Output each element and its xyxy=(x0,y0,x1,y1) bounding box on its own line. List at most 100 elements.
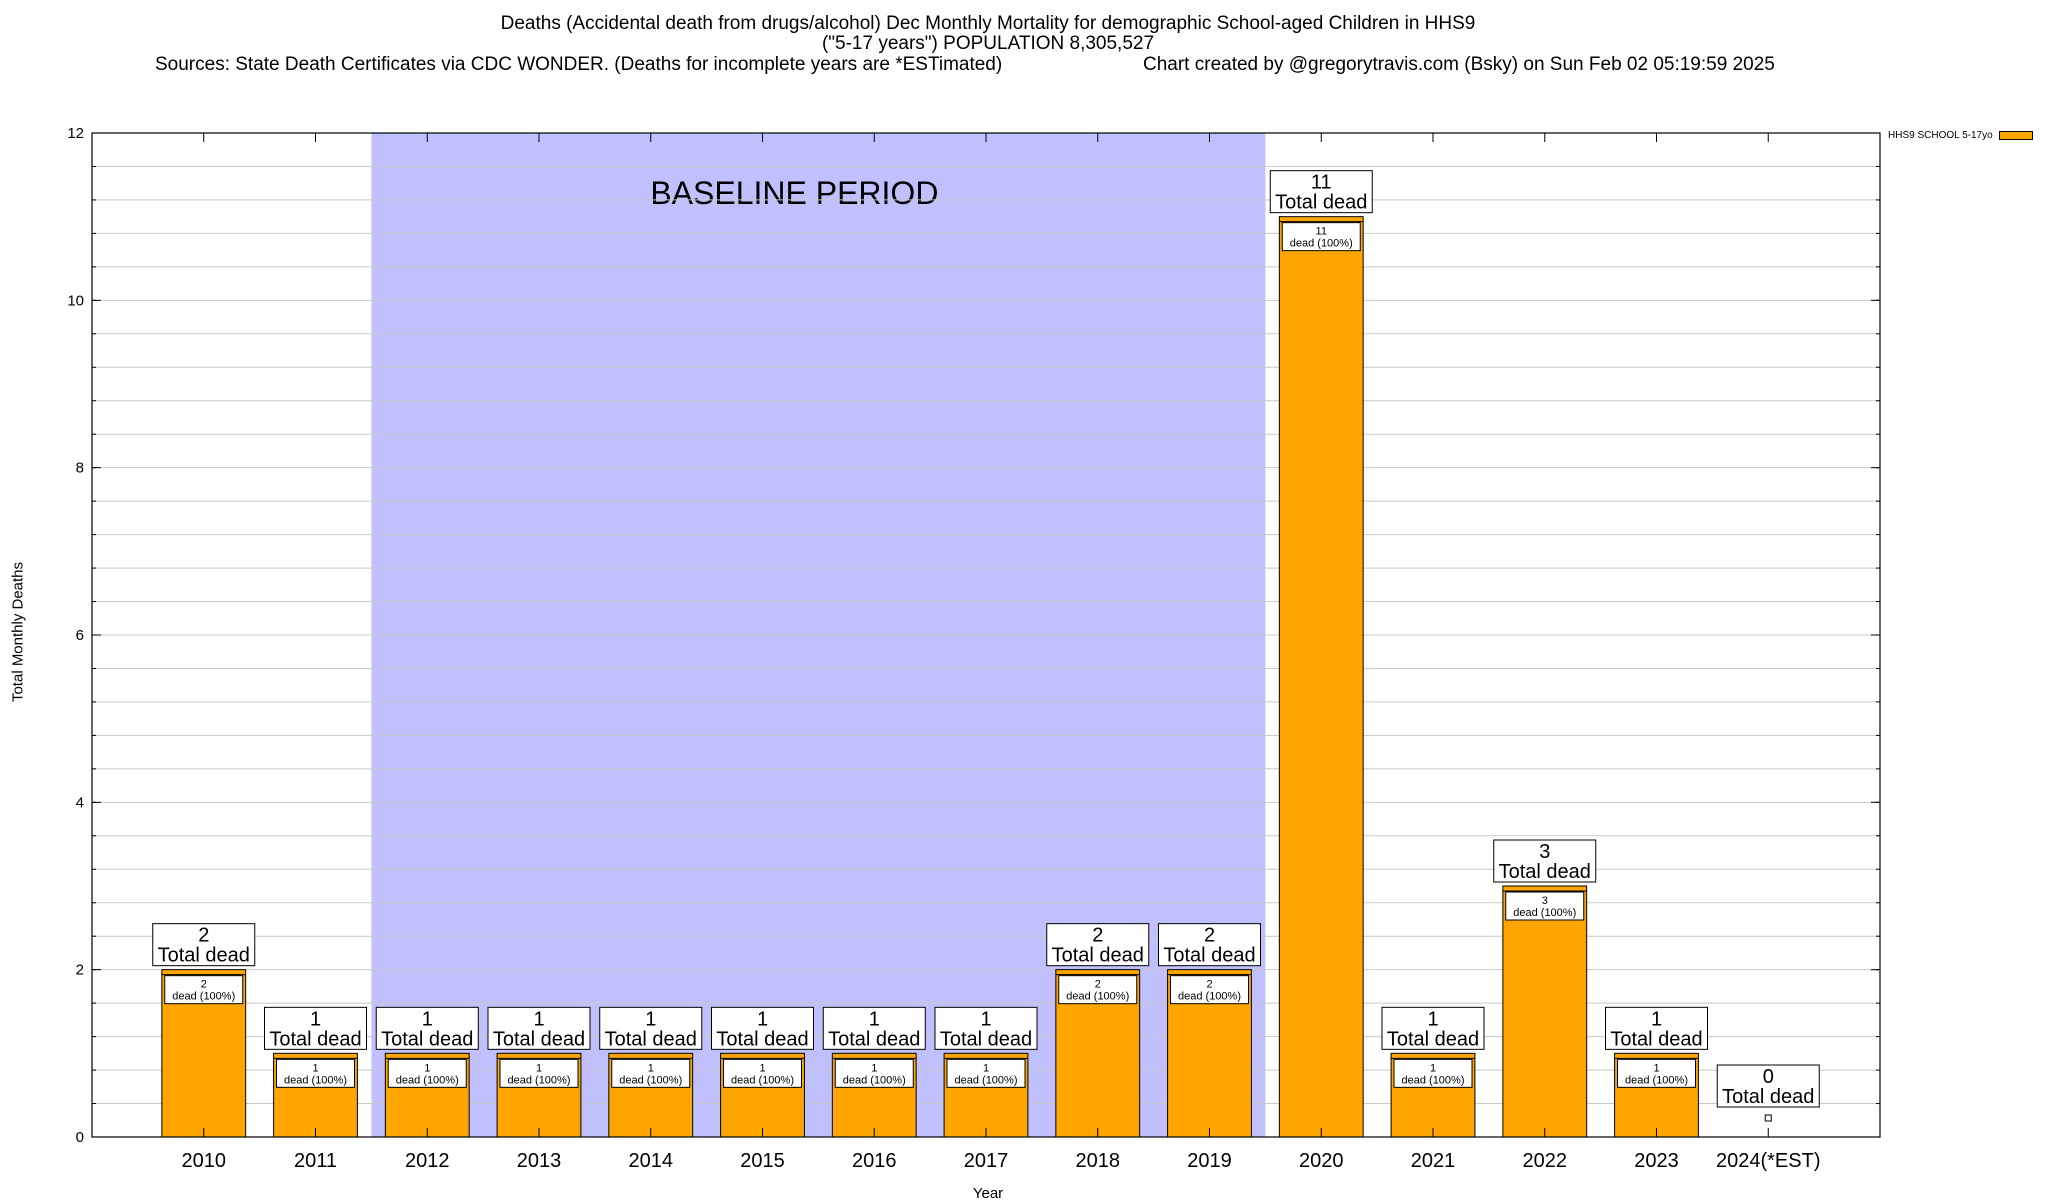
x-tick-label: 2021 xyxy=(1411,1150,1456,1172)
bar xyxy=(943,1052,1029,1138)
y-tick-label: 8 xyxy=(76,460,84,477)
inner-label-count: 3 xyxy=(1542,895,1548,907)
total-label-count: 11 xyxy=(1311,172,1332,194)
x-tick-label: 2019 xyxy=(1187,1150,1232,1172)
total-label-count: 1 xyxy=(533,1008,544,1030)
total-label-count: 1 xyxy=(869,1008,880,1030)
inner-label-text: dead (100%) xyxy=(1402,1074,1465,1086)
inner-label-count: 1 xyxy=(312,1062,318,1074)
total-label-box xyxy=(487,1006,591,1050)
total-label-count: 1 xyxy=(980,1008,991,1030)
total-label-count: 2 xyxy=(1092,925,1103,947)
legend: HHS9 SCHOOL 5-17yo xyxy=(1888,130,2033,141)
total-label-box xyxy=(599,1006,703,1050)
total-label-box xyxy=(264,1006,367,1050)
total-label-text: Total dead xyxy=(1275,192,1367,214)
total-label-box xyxy=(1716,1064,1820,1108)
total-label-text: Total dead xyxy=(1163,945,1255,967)
total-label-box xyxy=(1605,1006,1708,1050)
y-tick-label: 6 xyxy=(76,627,84,644)
inner-label-box xyxy=(723,1058,802,1088)
inner-label-box xyxy=(1617,1058,1696,1088)
bar xyxy=(1502,885,1588,1138)
inner-label-box xyxy=(1058,975,1138,1005)
total-label-box xyxy=(375,1006,479,1050)
total-label-text: Total dead xyxy=(269,1028,361,1050)
bar xyxy=(1390,1052,1476,1138)
x-tick-label: 2020 xyxy=(1299,1150,1344,1172)
bar xyxy=(1167,969,1252,1138)
bar xyxy=(1614,1052,1699,1138)
inner-label-box xyxy=(164,975,244,1005)
bar-zero-marker xyxy=(1764,1114,1772,1122)
inner-label-text: dead (100%) xyxy=(1625,1074,1688,1086)
inner-label-box xyxy=(1393,1058,1473,1088)
bar xyxy=(496,1052,582,1138)
y-tick-label: 12 xyxy=(67,125,84,142)
total-label-box xyxy=(1381,1006,1485,1050)
total-label-box xyxy=(1493,839,1597,883)
inner-label-box xyxy=(834,1058,914,1088)
bar xyxy=(608,1052,694,1138)
bar xyxy=(273,1052,358,1138)
inner-label-text: dead (100%) xyxy=(843,1074,906,1086)
inner-label-text: dead (100%) xyxy=(1513,907,1576,919)
total-label-box xyxy=(934,1006,1038,1050)
inner-label-box xyxy=(499,1058,579,1088)
x-tick-label: 2010 xyxy=(182,1150,227,1172)
total-label-count: 1 xyxy=(1651,1008,1662,1030)
inner-label-count: 11 xyxy=(1316,226,1327,238)
inner-label-count: 1 xyxy=(536,1062,542,1074)
bar xyxy=(831,1052,917,1138)
total-label-count: 3 xyxy=(1539,841,1550,863)
inner-label-count: 1 xyxy=(1653,1062,1659,1074)
inner-label-box xyxy=(387,1058,467,1088)
total-label-count: 2 xyxy=(1204,925,1215,947)
total-label-text: Total dead xyxy=(381,1028,473,1050)
total-label-box xyxy=(1046,923,1150,967)
legend-label: HHS9 SCHOOL 5-17yo xyxy=(1888,130,1993,141)
title-line-1: Deaths (Accidental death from drugs/alco… xyxy=(500,13,1476,34)
total-label-count: 1 xyxy=(310,1008,321,1030)
total-label-count: 1 xyxy=(757,1008,768,1030)
total-label-text: Total dead xyxy=(716,1028,808,1050)
inner-label-box xyxy=(1505,891,1585,921)
x-tick-label: 2018 xyxy=(1076,1150,1121,1172)
y-tick-label: 0 xyxy=(76,1129,84,1146)
inner-label-text: dead (100%) xyxy=(955,1074,1018,1086)
x-tick-label: 2022 xyxy=(1523,1150,1568,1172)
x-tick-label: 2016 xyxy=(852,1150,897,1172)
inner-label-text: dead (100%) xyxy=(1178,991,1241,1003)
total-label-text: Total dead xyxy=(1499,861,1591,883)
bar xyxy=(1055,969,1141,1138)
bar xyxy=(1278,216,1364,1138)
inner-label-count: 1 xyxy=(1430,1062,1436,1074)
total-label-count: 0 xyxy=(1763,1066,1774,1088)
x-tick-label: 2023 xyxy=(1634,1150,1679,1172)
x-tick-label: 2011 xyxy=(294,1150,337,1172)
total-label-text: Total dead xyxy=(493,1028,585,1050)
inner-label-count: 1 xyxy=(983,1062,989,1074)
baseline-band xyxy=(371,133,1266,1137)
inner-label-count: 2 xyxy=(1095,979,1101,991)
legend-swatch xyxy=(1998,130,2033,140)
plot-frame xyxy=(91,132,1881,1138)
x-tick-label: 2017 xyxy=(964,1150,1009,1172)
total-label-box xyxy=(152,923,256,967)
total-label-text: Total dead xyxy=(605,1028,697,1050)
sources-text: Sources: State Death Certificates via CD… xyxy=(155,54,1003,75)
total-label-count: 2 xyxy=(198,925,209,947)
inner-label-count: 2 xyxy=(201,979,207,991)
total-label-box xyxy=(711,1006,814,1050)
inner-label-text: dead (100%) xyxy=(1066,991,1129,1003)
bar xyxy=(720,1052,805,1138)
inner-label-count: 1 xyxy=(759,1062,765,1074)
total-label-text: Total dead xyxy=(828,1028,920,1050)
x-tick-label: 2012 xyxy=(405,1150,450,1172)
inner-label-count: 1 xyxy=(871,1062,877,1074)
total-label-count: 1 xyxy=(422,1008,433,1030)
inner-label-box xyxy=(276,1058,355,1088)
inner-label-box xyxy=(946,1058,1026,1088)
total-label-text: Total dead xyxy=(940,1028,1032,1050)
inner-label-text: dead (100%) xyxy=(731,1074,794,1086)
